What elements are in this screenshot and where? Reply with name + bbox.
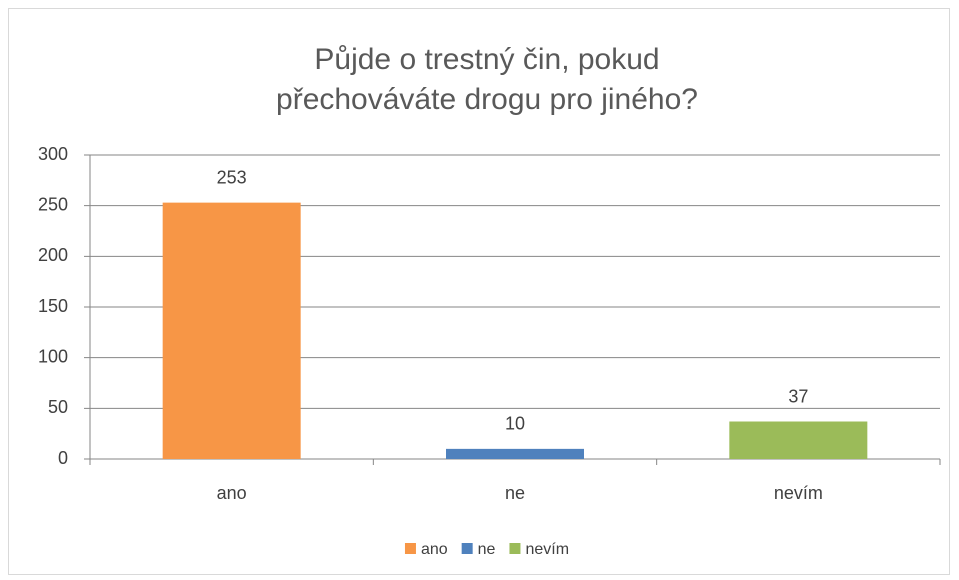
y-tick-label: 250 <box>38 194 68 214</box>
bar <box>446 448 584 459</box>
chart-title: Půjde o trestný čin, pokud přechováváte … <box>276 43 698 116</box>
legend-label: ano <box>421 541 448 558</box>
legend-swatch <box>461 543 473 554</box>
bar <box>162 202 301 460</box>
data-label: 37 <box>788 386 808 406</box>
legend-swatch <box>509 543 521 554</box>
data-label: 253 <box>217 167 247 187</box>
x-tick-label: ne <box>505 483 525 503</box>
y-tick-label: 100 <box>38 346 68 366</box>
legend-label: ne <box>478 541 496 558</box>
bar <box>729 421 868 459</box>
legend-swatch <box>404 543 416 554</box>
x-tick-label: ano <box>217 483 247 503</box>
x-tick-label: nevím <box>774 483 823 503</box>
y-tick-label: 200 <box>38 245 68 265</box>
data-label: 10 <box>505 414 525 434</box>
y-tick-label: 300 <box>38 144 68 164</box>
legend-label: nevím <box>525 541 569 558</box>
y-tick-label: 150 <box>38 296 68 316</box>
y-tick-label: 50 <box>48 397 68 417</box>
y-tick-label: 0 <box>58 448 68 468</box>
